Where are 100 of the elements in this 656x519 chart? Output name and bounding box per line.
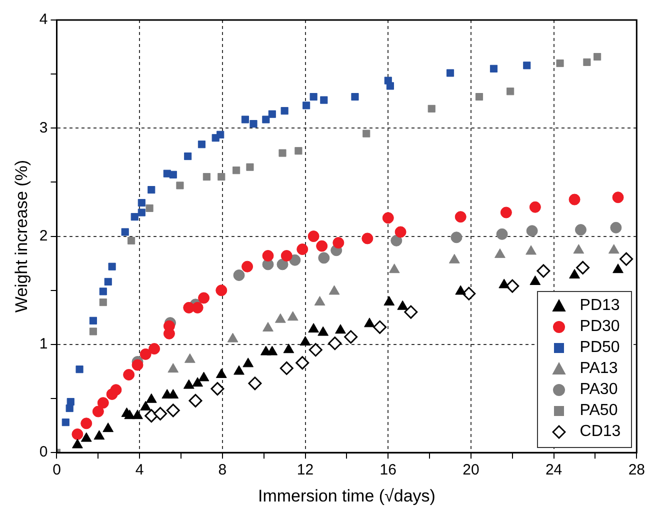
point <box>454 211 466 223</box>
point <box>506 88 514 96</box>
point <box>148 186 156 194</box>
point <box>608 244 620 254</box>
point <box>448 254 460 264</box>
point <box>138 198 146 207</box>
point <box>289 254 301 266</box>
x-axis-title: Immersion time (√days) <box>258 486 436 506</box>
point <box>234 365 244 375</box>
point <box>390 234 402 246</box>
point <box>388 264 400 274</box>
point <box>397 300 408 310</box>
point <box>318 252 330 264</box>
point <box>569 268 580 278</box>
point <box>140 348 152 360</box>
x-tick-label: 12 <box>296 462 314 479</box>
x-tick-label: 0 <box>52 462 61 479</box>
x-tick-label: 8 <box>218 462 227 479</box>
point <box>384 296 395 306</box>
point <box>76 366 84 374</box>
legend-label: PA30 <box>580 381 618 400</box>
point <box>242 260 254 272</box>
point <box>404 305 418 319</box>
point <box>268 110 276 118</box>
x-tick-label: 16 <box>380 462 396 479</box>
point <box>428 104 436 112</box>
legend-label: PD50 <box>580 339 620 358</box>
point <box>446 69 454 77</box>
point <box>198 292 210 304</box>
point <box>262 116 270 124</box>
point <box>450 232 462 244</box>
point <box>169 170 177 178</box>
point <box>296 244 308 256</box>
point <box>294 147 302 155</box>
point <box>620 252 634 266</box>
point <box>523 62 531 70</box>
point <box>276 258 288 270</box>
point <box>455 285 466 295</box>
point <box>202 173 210 181</box>
point <box>287 311 298 321</box>
point <box>123 368 135 380</box>
point <box>318 326 329 336</box>
point <box>233 269 245 281</box>
point <box>62 418 70 426</box>
point <box>262 250 274 262</box>
point <box>386 82 394 90</box>
point <box>188 394 202 408</box>
point <box>262 322 274 332</box>
x-tick-label: 24 <box>545 462 562 479</box>
y-tick-label: 0 <box>39 444 48 461</box>
point <box>594 52 602 61</box>
point <box>283 344 294 354</box>
point <box>296 356 310 370</box>
legend-label: CD13 <box>580 423 621 442</box>
point <box>184 152 192 160</box>
point <box>216 130 224 138</box>
point <box>382 212 394 224</box>
point <box>576 260 590 274</box>
point <box>198 372 210 382</box>
point <box>99 288 107 296</box>
point <box>241 116 249 124</box>
point <box>216 368 227 378</box>
point <box>89 328 97 336</box>
point <box>232 166 240 174</box>
point <box>246 163 254 171</box>
point <box>362 130 370 138</box>
point <box>97 397 109 409</box>
point <box>335 324 346 334</box>
point <box>490 64 498 72</box>
point <box>168 363 179 373</box>
point <box>248 376 262 390</box>
point <box>344 330 358 344</box>
point <box>266 346 278 356</box>
point <box>462 286 476 300</box>
point <box>583 58 591 66</box>
point <box>308 230 320 242</box>
point <box>308 343 322 357</box>
point <box>184 353 196 363</box>
point <box>373 320 387 334</box>
point <box>210 382 224 396</box>
point <box>148 343 160 355</box>
point <box>128 236 136 244</box>
point <box>99 298 107 306</box>
y-tick-label: 2 <box>39 227 48 244</box>
point <box>72 428 84 440</box>
point <box>328 336 342 350</box>
point <box>250 120 258 128</box>
point <box>154 406 168 420</box>
point <box>529 201 541 213</box>
point <box>146 204 154 212</box>
point <box>138 208 146 216</box>
point <box>278 149 286 157</box>
point <box>506 279 520 293</box>
point <box>168 389 179 399</box>
point <box>320 96 328 104</box>
point <box>80 432 92 442</box>
point <box>310 93 318 101</box>
point <box>300 336 311 346</box>
point <box>72 438 83 448</box>
point <box>104 278 112 286</box>
